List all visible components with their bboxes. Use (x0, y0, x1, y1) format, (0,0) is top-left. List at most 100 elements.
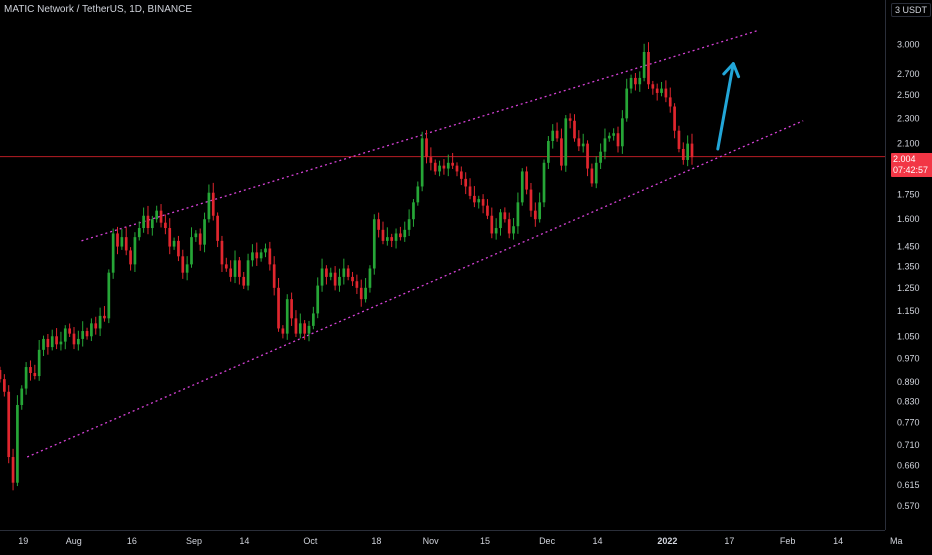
candle (307, 320, 311, 342)
y-tick-label: 3.000 (897, 39, 920, 49)
candle (211, 182, 215, 221)
candle (616, 126, 620, 153)
candle (133, 232, 137, 272)
x-tick-label: Feb (780, 536, 796, 546)
candle-body (612, 133, 616, 136)
arrow-shaft[interactable] (716, 62, 735, 151)
y-tick-label: 1.150 (897, 306, 920, 316)
candle-body (538, 202, 542, 220)
candle (621, 110, 624, 154)
candle-body (638, 77, 642, 85)
y-tick-label: 1.350 (897, 261, 920, 271)
chart-title: MATIC Network / TetherUS, 1D, BINANCE (4, 4, 193, 15)
x-tick-label: 17 (724, 536, 734, 546)
candle (303, 320, 307, 340)
arrow-head[interactable] (722, 62, 735, 76)
candle (325, 265, 328, 285)
candle-body (168, 228, 172, 247)
candle (333, 266, 337, 291)
candle-body (155, 210, 159, 220)
candle (259, 249, 263, 262)
candle (11, 448, 15, 491)
candle-body (573, 120, 576, 139)
x-tick-label: Aug (66, 536, 82, 546)
candle (634, 72, 637, 91)
candle-body (29, 367, 32, 374)
candle-body (111, 233, 115, 273)
y-tick-label: 0.770 (897, 417, 920, 427)
candle (242, 271, 246, 289)
candle (494, 218, 498, 240)
candle-body (564, 118, 568, 166)
candle-body (116, 233, 119, 247)
candle (490, 207, 494, 239)
candle-body (499, 212, 502, 229)
candle (586, 140, 589, 177)
candle-body (560, 138, 563, 166)
candle-body (268, 248, 272, 265)
current-price-value: 2.004 (893, 154, 916, 164)
candle-body (529, 189, 533, 211)
candle (207, 184, 211, 223)
candle-body (50, 336, 54, 348)
candle (198, 228, 202, 251)
candle-body (85, 331, 89, 337)
candle-body (551, 130, 555, 141)
candle (329, 267, 333, 281)
candle (194, 230, 198, 242)
candle-body (577, 138, 581, 147)
y-tick-label: 0.570 (897, 501, 920, 511)
candle (442, 159, 446, 175)
candles (0, 42, 694, 491)
candle (660, 81, 663, 97)
candle-body (473, 195, 476, 203)
candle (612, 128, 616, 141)
candle (651, 80, 655, 95)
candle (42, 335, 45, 357)
candle-body (76, 338, 80, 345)
candle-body (181, 256, 185, 273)
candle-body (668, 97, 672, 107)
countdown-timer: 07:42:57 (893, 165, 929, 175)
candle-body (468, 186, 472, 196)
candle-body (98, 315, 102, 329)
candle-body (520, 171, 524, 203)
candle (359, 279, 363, 307)
candle-body (16, 404, 19, 483)
candle (681, 142, 685, 165)
candle (185, 256, 189, 281)
candle (390, 233, 394, 248)
currency-selector[interactable]: 3 USDT (891, 3, 932, 17)
candle-body (377, 219, 380, 230)
candle (542, 159, 546, 208)
candle-body (150, 219, 154, 229)
candle-body (346, 268, 350, 277)
candle (255, 242, 259, 266)
x-axis-ticks[interactable]: 19 Aug 16 Sep 14 Oct 18 Nov 15 Dec 14 2022 17 Feb 14 Ma (18, 536, 902, 546)
candle (16, 395, 19, 487)
candle-body (33, 373, 37, 377)
candle-body (446, 162, 450, 169)
candle (464, 172, 468, 195)
candle-body (642, 52, 646, 78)
candle (538, 192, 542, 223)
candle-body (590, 168, 594, 184)
candle (238, 257, 241, 285)
candle (560, 128, 563, 171)
y-tick-label: 0.710 (897, 440, 920, 450)
candle-body (329, 272, 333, 277)
candle-body (198, 233, 202, 245)
arrow-head[interactable] (731, 62, 741, 79)
candle-body (681, 148, 685, 160)
x-tick-label: 14 (593, 536, 603, 546)
channel-lower-line[interactable] (26, 120, 804, 458)
candle (224, 257, 228, 272)
candle-body (72, 333, 76, 345)
candle (664, 80, 668, 103)
candle (642, 43, 646, 82)
candle-body (459, 171, 463, 179)
candle (251, 244, 254, 267)
candle (425, 130, 428, 164)
